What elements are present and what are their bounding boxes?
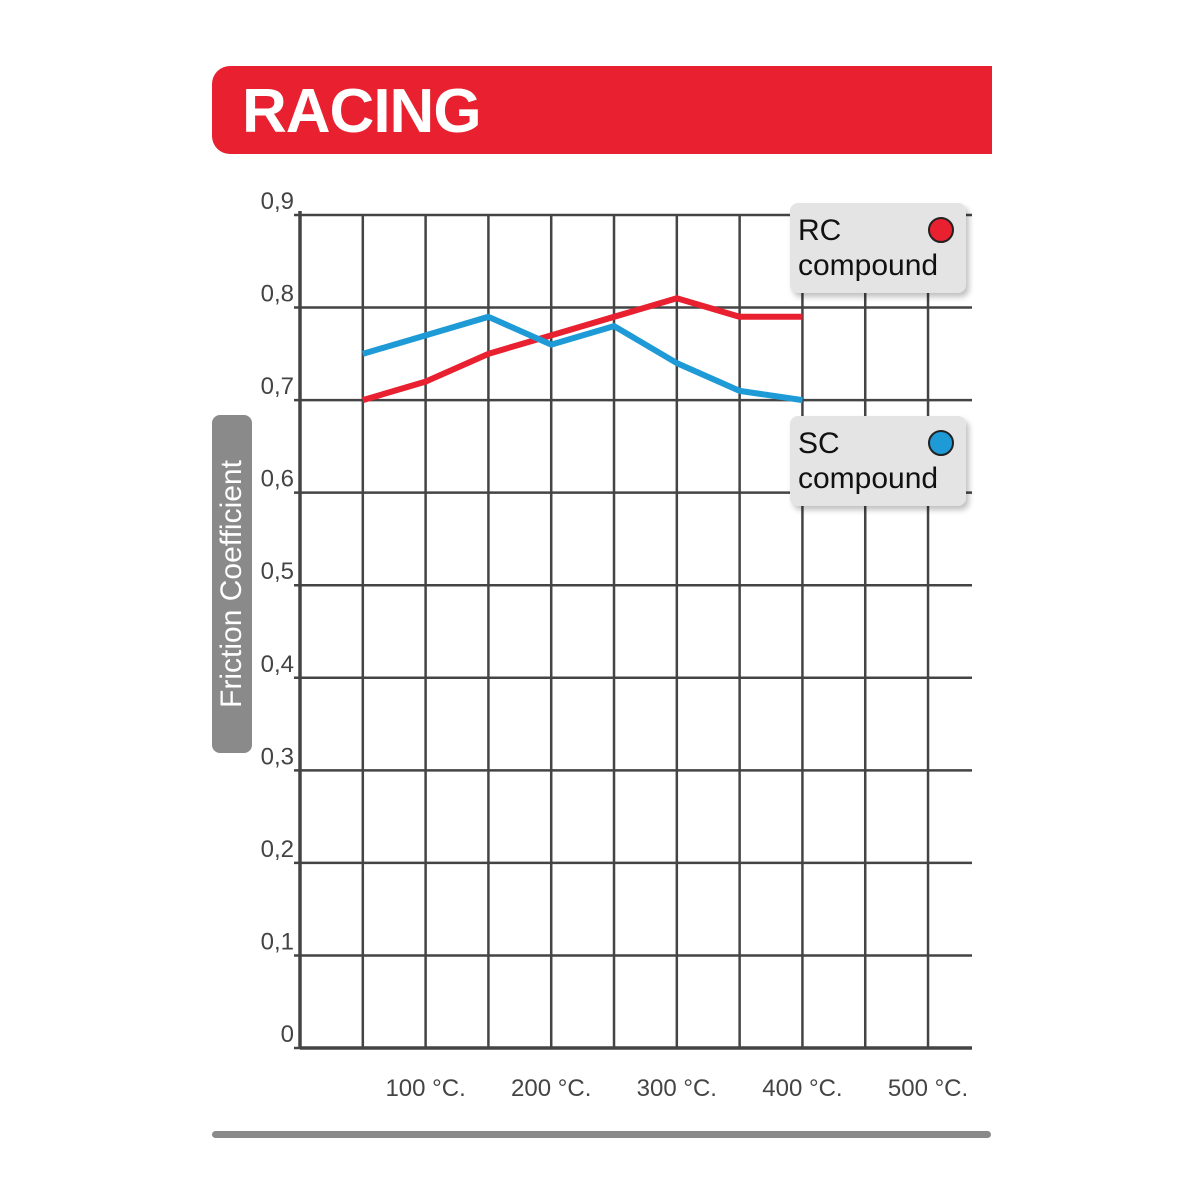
x-tick-label: 100 °C. bbox=[385, 1075, 465, 1102]
x-tick-label: 200 °C. bbox=[511, 1075, 591, 1102]
y-tick-label: 0,5 bbox=[261, 558, 294, 585]
series-line bbox=[361, 313, 803, 404]
y-tick-label: 0,2 bbox=[261, 836, 294, 863]
legend-label: SC compound bbox=[798, 427, 939, 495]
y-tick-label: 0,7 bbox=[261, 373, 294, 400]
y-tick-label: 0,3 bbox=[261, 743, 294, 770]
x-tick-label: 400 °C. bbox=[762, 1075, 842, 1102]
x-tick-label: 300 °C. bbox=[637, 1075, 717, 1102]
bottom-rule bbox=[212, 1131, 991, 1138]
series-line bbox=[361, 295, 803, 403]
y-tick-label: 0,6 bbox=[261, 466, 294, 493]
chart-title: RACING bbox=[242, 77, 482, 146]
legend-item: RC compound bbox=[790, 203, 966, 293]
legend-swatch bbox=[928, 430, 954, 456]
title-banner: RACING bbox=[212, 66, 992, 154]
y-tick-label: 0,4 bbox=[261, 651, 294, 678]
x-tick-label: 500 °C. bbox=[888, 1075, 968, 1102]
legend-swatch bbox=[928, 217, 954, 243]
y-tick-label: 0 bbox=[281, 1021, 294, 1048]
y-tick-label: 0,1 bbox=[261, 928, 294, 955]
y-tick-label: 0,9 bbox=[261, 188, 294, 215]
legend-label: RC compound bbox=[798, 214, 939, 282]
y-tick-label: 0,8 bbox=[261, 281, 294, 308]
y-axis-label-box: Friction Coefficient bbox=[212, 415, 252, 753]
legend-item: SC compound bbox=[790, 416, 966, 506]
